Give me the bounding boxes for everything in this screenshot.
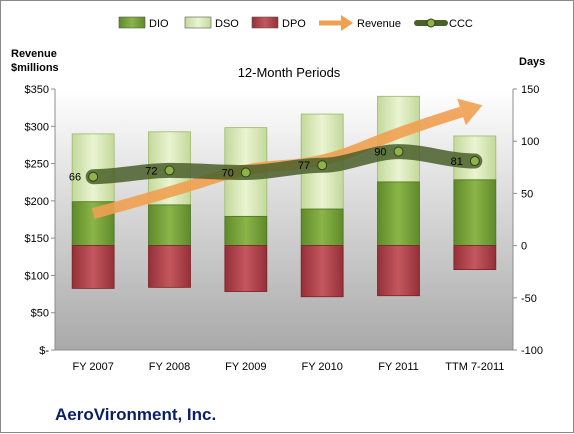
company-name: AeroVironment, Inc. <box>55 405 217 424</box>
dio-bar <box>224 215 268 246</box>
chart-title: 12-Month Periods <box>238 65 341 80</box>
right-tick-label: 100 <box>521 136 539 148</box>
x-tick-label: FY 2008 <box>149 361 190 373</box>
bars <box>71 95 497 298</box>
ccc-series: 66 72 70 77 90 81 <box>69 144 483 185</box>
legend-label: DSO <box>215 18 239 30</box>
right-tick-label: -50 <box>521 293 537 305</box>
legend-swatch <box>251 16 279 29</box>
ccc-point <box>469 156 480 167</box>
legend-label: CCC <box>449 18 473 30</box>
ccc-data-label: 72 <box>145 165 157 177</box>
dpo-bar <box>71 245 115 289</box>
dpo-bar <box>148 245 191 288</box>
plot-area <box>55 89 513 350</box>
right-axis-ticks: -100 -50 0 50 100 150 <box>513 84 543 357</box>
revenue-arrowhead <box>457 98 483 126</box>
legend-label: Revenue <box>357 18 401 30</box>
x-axis-labels: FY 2007 FY 2008 FY 2009 FY 2010 FY 2011 TTM 7… <box>72 361 504 373</box>
ccc-point <box>88 171 99 182</box>
legend-marker <box>426 18 436 28</box>
right-tick-label: 0 <box>521 241 527 253</box>
left-axis-ticks: $- $50 $100 $150 $200 $250 $300 $350 <box>25 84 55 357</box>
right-tick-label: -100 <box>521 345 543 357</box>
ccc-data-label: 77 <box>298 160 310 172</box>
left-axis-label-line1: Revenue <box>11 48 57 60</box>
dpo-bar <box>300 245 344 298</box>
dpo-bar <box>453 245 497 271</box>
right-tick-label: 50 <box>521 188 533 200</box>
right-tick-label: 150 <box>521 84 539 96</box>
left-tick-label: $350 <box>25 84 49 96</box>
dio-bar <box>377 181 420 246</box>
ccc-data-label: 90 <box>374 147 386 159</box>
dio-bar <box>453 179 497 247</box>
left-tick-label: $150 <box>25 233 49 245</box>
ccc-data-label: 81 <box>451 156 463 168</box>
ccc-point <box>164 165 175 176</box>
ccc-point <box>240 167 251 178</box>
legend-label: DPO <box>282 18 306 30</box>
right-axis-label: Days <box>519 56 545 68</box>
dio-bar <box>300 208 344 246</box>
x-tick-label: FY 2010 <box>301 361 342 373</box>
left-axis-label-line2: $millions <box>11 62 59 74</box>
ccc-point <box>317 160 328 171</box>
legend-swatch <box>184 16 212 29</box>
legend-arrowhead <box>341 15 353 31</box>
ccc-data-label: 70 <box>222 168 234 180</box>
x-tick-label: FY 2007 <box>72 361 113 373</box>
dpo-bar <box>377 245 420 297</box>
x-tick-label: FY 2011 <box>378 361 419 373</box>
left-tick-label: $- <box>39 345 49 357</box>
left-tick-label: $200 <box>25 196 49 208</box>
x-tick-label: FY 2009 <box>225 361 266 373</box>
legend-swatch <box>118 16 146 29</box>
dio-bar <box>148 204 191 247</box>
left-tick-label: $100 <box>25 270 49 282</box>
ccc-point <box>393 146 404 157</box>
ccc-data-label: 66 <box>69 172 81 184</box>
legend: DIO DSO DPO Revenue CCC <box>118 15 473 31</box>
left-tick-label: $50 <box>31 308 49 320</box>
x-tick-label: TTM 7-2011 <box>445 361 504 373</box>
dpo-bar <box>224 245 268 292</box>
legend-label: DIO <box>149 18 169 30</box>
left-tick-label: $300 <box>25 121 49 133</box>
left-tick-label: $250 <box>25 159 49 171</box>
ccc-line <box>85 144 483 185</box>
dso-bar <box>71 133 115 203</box>
